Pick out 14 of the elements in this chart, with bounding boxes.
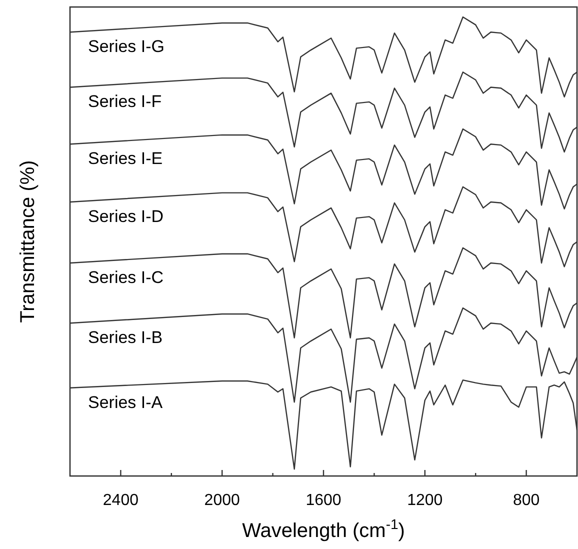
x-tick-label: 800: [512, 492, 540, 509]
series-label: Series I-E: [88, 149, 163, 168]
series-label: Series I-F: [88, 92, 162, 112]
series-label: Series I-C: [88, 268, 164, 288]
x-tick-label: 1200: [407, 492, 443, 509]
series-label: Series I-G: [88, 37, 165, 56]
x-tick-label: 2000: [204, 492, 240, 509]
series-label: Series I-B: [88, 328, 163, 348]
x-axis-title: Wavelength (cm$^{-1}$): [242, 516, 405, 542]
series-label: Series I-A: [88, 392, 164, 412]
x-tick-label: 2400: [102, 492, 139, 509]
y-axis-title: Transmittance (%): [17, 160, 39, 323]
x-tick-label: 1600: [306, 492, 342, 509]
series-label: Series I-D: [88, 206, 164, 226]
